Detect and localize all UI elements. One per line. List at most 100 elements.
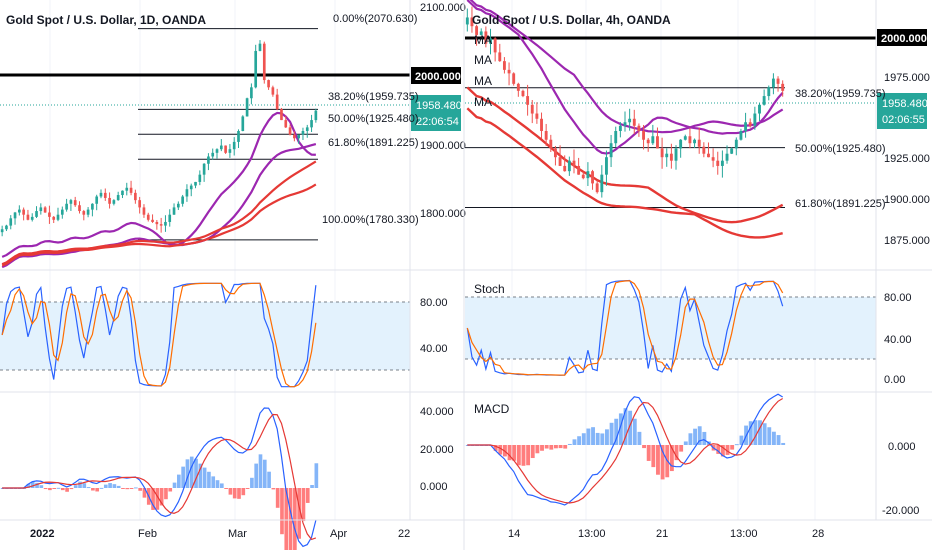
candle-body — [623, 122, 627, 126]
r-ma-line-3 — [466, 86, 784, 224]
macd-histogram-bar — [600, 433, 605, 445]
candle-body — [530, 104, 534, 114]
candle-body — [69, 200, 73, 204]
candle-body — [262, 43, 266, 81]
right-axis-label-1975: 1975.000 — [884, 72, 930, 84]
macd-histogram-bar — [215, 480, 220, 488]
macd-histogram-bar — [301, 488, 306, 522]
macd-histogram-bar — [35, 482, 39, 488]
macd-histogram-bar — [688, 433, 693, 445]
candle-body — [39, 207, 43, 212]
right-stoch-axis-40: 40.00 — [884, 334, 912, 346]
candle-body — [771, 78, 775, 88]
right-2000-tag: 2000.000 — [881, 33, 927, 45]
candle-body — [632, 118, 636, 126]
left-stoch-band — [0, 302, 410, 370]
candle-body — [0, 229, 4, 233]
right-time-label-1300b: 13:00 — [730, 528, 758, 540]
candle-body — [56, 214, 60, 220]
macd-histogram-bar — [168, 488, 173, 492]
left-countdown-tag: 22:06:54 — [416, 116, 459, 128]
macd-histogram-bar — [549, 445, 554, 450]
candle-body — [716, 160, 720, 166]
macd-histogram-bar — [151, 488, 155, 510]
r-stoch-d-line — [466, 280, 784, 376]
candle-body — [99, 192, 103, 197]
left-time-label-apr: Apr — [330, 528, 347, 540]
macd-histogram-bar — [69, 488, 74, 490]
candle-body — [744, 122, 748, 131]
macd-histogram-bar — [646, 445, 651, 461]
candle-body — [245, 98, 249, 117]
left-stoch-axis-80: 80.00 — [420, 297, 448, 309]
left-fib-label-0: 0.00%(2070.630) — [333, 13, 417, 25]
macd-histogram-bar — [512, 445, 517, 461]
candle-body — [219, 145, 223, 150]
candle-body — [558, 157, 562, 166]
macd-histogram-bar — [507, 445, 512, 461]
candle-body — [651, 136, 655, 144]
left-gridlines — [49, 0, 336, 520]
macd-histogram-bar — [26, 483, 31, 488]
macd-histogram-bar — [245, 488, 250, 489]
candle-body — [159, 224, 163, 226]
candle-body — [78, 205, 81, 212]
left-price-tag-bg — [411, 95, 461, 131]
macd-histogram-bar — [623, 408, 628, 445]
macd-histogram-bar — [189, 456, 194, 488]
right-ma-label-1: MA — [474, 33, 492, 47]
right-ma-label-4: MA — [474, 95, 492, 109]
right-macd-axis-neg20: -20.000 — [882, 505, 919, 517]
candle-body — [121, 190, 124, 196]
macd-histogram-bar — [693, 428, 698, 445]
macd-histogram-bar — [563, 445, 568, 449]
candle-body — [730, 148, 734, 154]
candle-body — [95, 196, 99, 204]
macd-histogram-bar — [771, 431, 776, 445]
macd-histogram-bar — [739, 435, 744, 445]
candle-body — [493, 38, 497, 53]
candle-body — [9, 218, 13, 226]
right-chart-panel: Gold Spot / U.S. Dollar, 4h, OANDA MA MA… — [463, 0, 930, 550]
macd-histogram-bar — [202, 467, 207, 488]
macd-histogram-bar — [748, 421, 753, 445]
candle-body — [526, 96, 530, 105]
candle-body — [711, 157, 715, 161]
candle-body — [489, 38, 492, 44]
macd-histogram-bar — [181, 466, 185, 488]
candle-body — [521, 90, 525, 97]
macd-histogram-bar — [121, 488, 125, 489]
candle-body — [577, 165, 581, 175]
candle-body — [656, 136, 659, 149]
candle-body — [288, 127, 292, 135]
macd-histogram-bar — [618, 413, 623, 445]
candle-body — [595, 183, 599, 193]
candle-body — [108, 197, 111, 204]
macd-histogram-bar — [669, 445, 674, 472]
candle-body — [168, 214, 172, 222]
macd-histogram-bar — [185, 459, 190, 488]
candle-body — [250, 87, 253, 99]
right-stoch-label: Stoch — [474, 282, 505, 296]
candle-body — [48, 212, 51, 217]
macd-histogram-bar — [43, 488, 48, 490]
candle-body — [181, 196, 184, 204]
macd-histogram-bar — [581, 433, 586, 445]
left-candles — [0, 40, 318, 237]
candle-body — [237, 131, 240, 142]
left-time-label-feb: Feb — [138, 528, 157, 540]
candle-body — [549, 139, 553, 149]
candle-body — [314, 110, 318, 121]
right-2000-tag-bg — [877, 29, 927, 46]
candle-body — [146, 214, 150, 220]
left-price-axis: 2100.000 2000.000 1958.480 22:06:54 1900… — [409, 0, 466, 520]
right-stochastic — [466, 279, 784, 376]
left-fib-lines — [138, 28, 318, 241]
macd-histogram-bar — [172, 482, 177, 488]
right-candles — [465, 6, 785, 198]
macd-histogram-bar — [232, 488, 237, 499]
macd-histogram-bar — [310, 485, 314, 488]
left-time-label-mar: Mar — [228, 528, 247, 540]
